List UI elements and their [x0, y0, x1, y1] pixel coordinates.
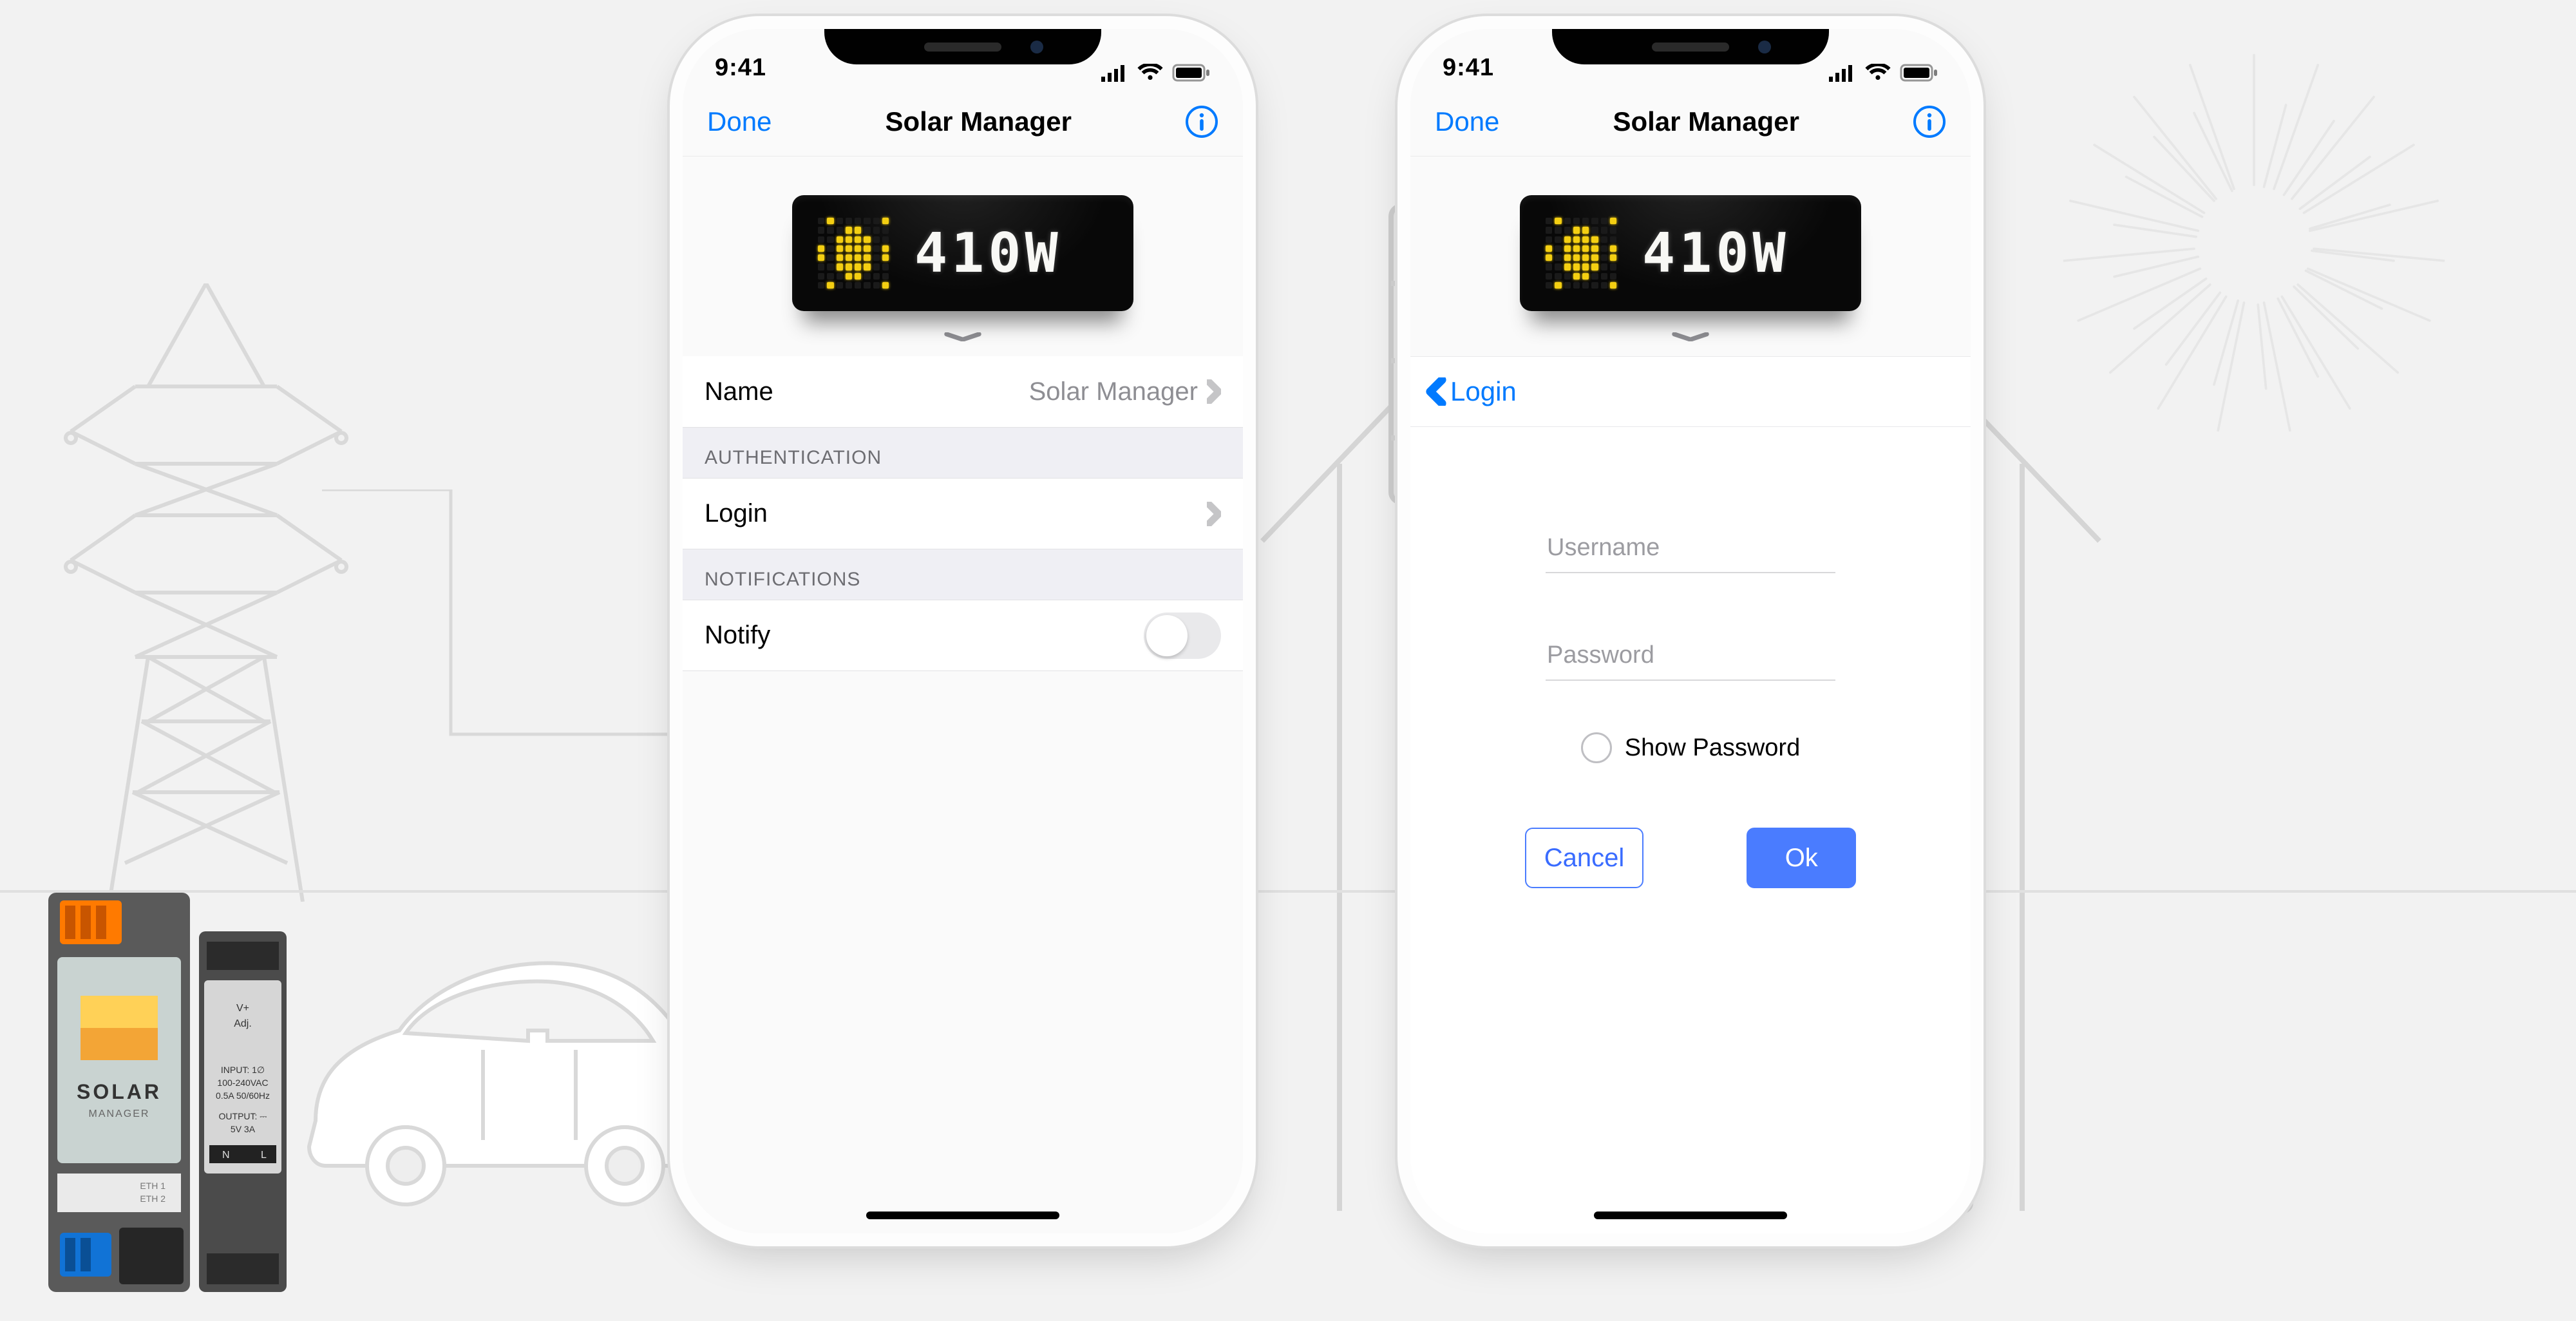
wifi-icon: [1865, 64, 1891, 82]
settings-list: Name Solar Manager AUTHENTICATION Login …: [683, 356, 1243, 671]
back-label: Login: [1450, 376, 1517, 407]
chevron-right-icon: [1207, 502, 1221, 526]
solar-icon: [1546, 218, 1616, 289]
svg-text:Adj.: Adj.: [234, 1018, 252, 1029]
row-login-label: Login: [705, 499, 768, 528]
grabber[interactable]: [1410, 318, 1971, 356]
nav-bar: Done Solar Manager: [1410, 87, 1971, 157]
sun-rays: [2054, 45, 2454, 444]
section-authentication: AUTHENTICATION: [683, 427, 1243, 478]
display-area: 410W: [683, 157, 1243, 318]
battery-icon: [1172, 64, 1211, 82]
wifi-icon: [1137, 64, 1163, 82]
solar-icon: [818, 218, 889, 289]
svg-text:SOLAR: SOLAR: [77, 1080, 162, 1103]
phone-settings: 9:41 Done Solar Manager: [683, 29, 1243, 1233]
password-field[interactable]: [1546, 631, 1835, 681]
info-button[interactable]: [1185, 105, 1218, 138]
info-icon: [1185, 105, 1218, 138]
sun-illustration: /* no-op placeholder; rays drawn below i…: [2054, 45, 2454, 444]
phone-login: 9:41 Done Solar Manager: [1410, 29, 1971, 1233]
row-name-label: Name: [705, 377, 773, 406]
svg-text:ETH 1: ETH 1: [140, 1181, 166, 1191]
lametric-display: 410W: [792, 195, 1133, 311]
battery-icon: [1900, 64, 1938, 82]
status-time: 9:41: [715, 54, 766, 82]
row-notify-label: Notify: [705, 621, 770, 650]
cellular-icon: [1828, 64, 1856, 82]
phone-notch: [824, 29, 1101, 64]
display-reading: 410W: [914, 222, 1062, 285]
svg-text:N: N: [222, 1150, 230, 1161]
solar-manager-device: SOLAR MANAGER ETH 1 ETH 2 V+ Adj. INPUT:…: [42, 867, 293, 1305]
status-icons: [1828, 64, 1938, 82]
done-button[interactable]: Done: [1435, 106, 1499, 137]
done-button[interactable]: Done: [707, 106, 772, 137]
chevron-down-icon: [1665, 332, 1716, 341]
row-notify: Notify: [683, 600, 1243, 670]
row-name[interactable]: Name Solar Manager: [683, 356, 1243, 427]
svg-text:100-240VAC: 100-240VAC: [217, 1078, 268, 1088]
chevron-left-icon: [1426, 377, 1446, 406]
back-row[interactable]: Login: [1410, 356, 1971, 427]
info-button[interactable]: [1913, 105, 1946, 138]
cellular-icon: [1100, 64, 1128, 82]
status-icons: [1100, 64, 1211, 82]
nav-title: Solar Manager: [885, 106, 1071, 137]
row-login[interactable]: Login: [683, 478, 1243, 549]
radio-icon: [1581, 732, 1612, 763]
phone-notch: [1552, 29, 1829, 64]
username-field[interactable]: [1546, 524, 1835, 573]
svg-text:ETH 2: ETH 2: [140, 1193, 166, 1204]
cancel-button[interactable]: Cancel: [1525, 828, 1644, 888]
wire-illustration: [322, 489, 708, 747]
home-indicator[interactable]: [866, 1212, 1059, 1219]
nav-bar: Done Solar Manager: [683, 87, 1243, 157]
chevron-down-icon: [937, 332, 989, 341]
chevron-right-icon: [1207, 379, 1221, 404]
grabber[interactable]: [683, 318, 1243, 356]
display-reading: 410W: [1642, 222, 1790, 285]
svg-text:5V 3A: 5V 3A: [231, 1124, 256, 1134]
notify-switch[interactable]: [1144, 613, 1221, 659]
svg-text:V+: V+: [236, 1003, 249, 1014]
display-area: 410W: [1410, 157, 1971, 318]
login-form: Show Password Cancel Ok: [1410, 427, 1971, 1233]
home-indicator[interactable]: [1594, 1212, 1787, 1219]
show-password-label: Show Password: [1625, 734, 1800, 762]
show-password-toggle[interactable]: Show Password: [1581, 732, 1800, 763]
svg-text:OUTPUT: ⎓: OUTPUT: ⎓: [219, 1111, 267, 1121]
status-time: 9:41: [1443, 54, 1494, 82]
row-name-value: Solar Manager: [1029, 377, 1198, 406]
section-notifications: NOTIFICATIONS: [683, 549, 1243, 600]
svg-text:MANAGER: MANAGER: [89, 1108, 150, 1119]
svg-text:L: L: [261, 1150, 267, 1161]
car-illustration: [277, 927, 741, 1211]
nav-title: Solar Manager: [1613, 106, 1799, 137]
svg-text:0.5A 50/60Hz: 0.5A 50/60Hz: [216, 1090, 270, 1101]
ok-button[interactable]: Ok: [1747, 828, 1856, 888]
pylon-illustration: [58, 283, 354, 902]
info-icon: [1913, 105, 1946, 138]
svg-text:INPUT: 1∅: INPUT: 1∅: [221, 1065, 265, 1075]
lametric-display: 410W: [1520, 195, 1861, 311]
